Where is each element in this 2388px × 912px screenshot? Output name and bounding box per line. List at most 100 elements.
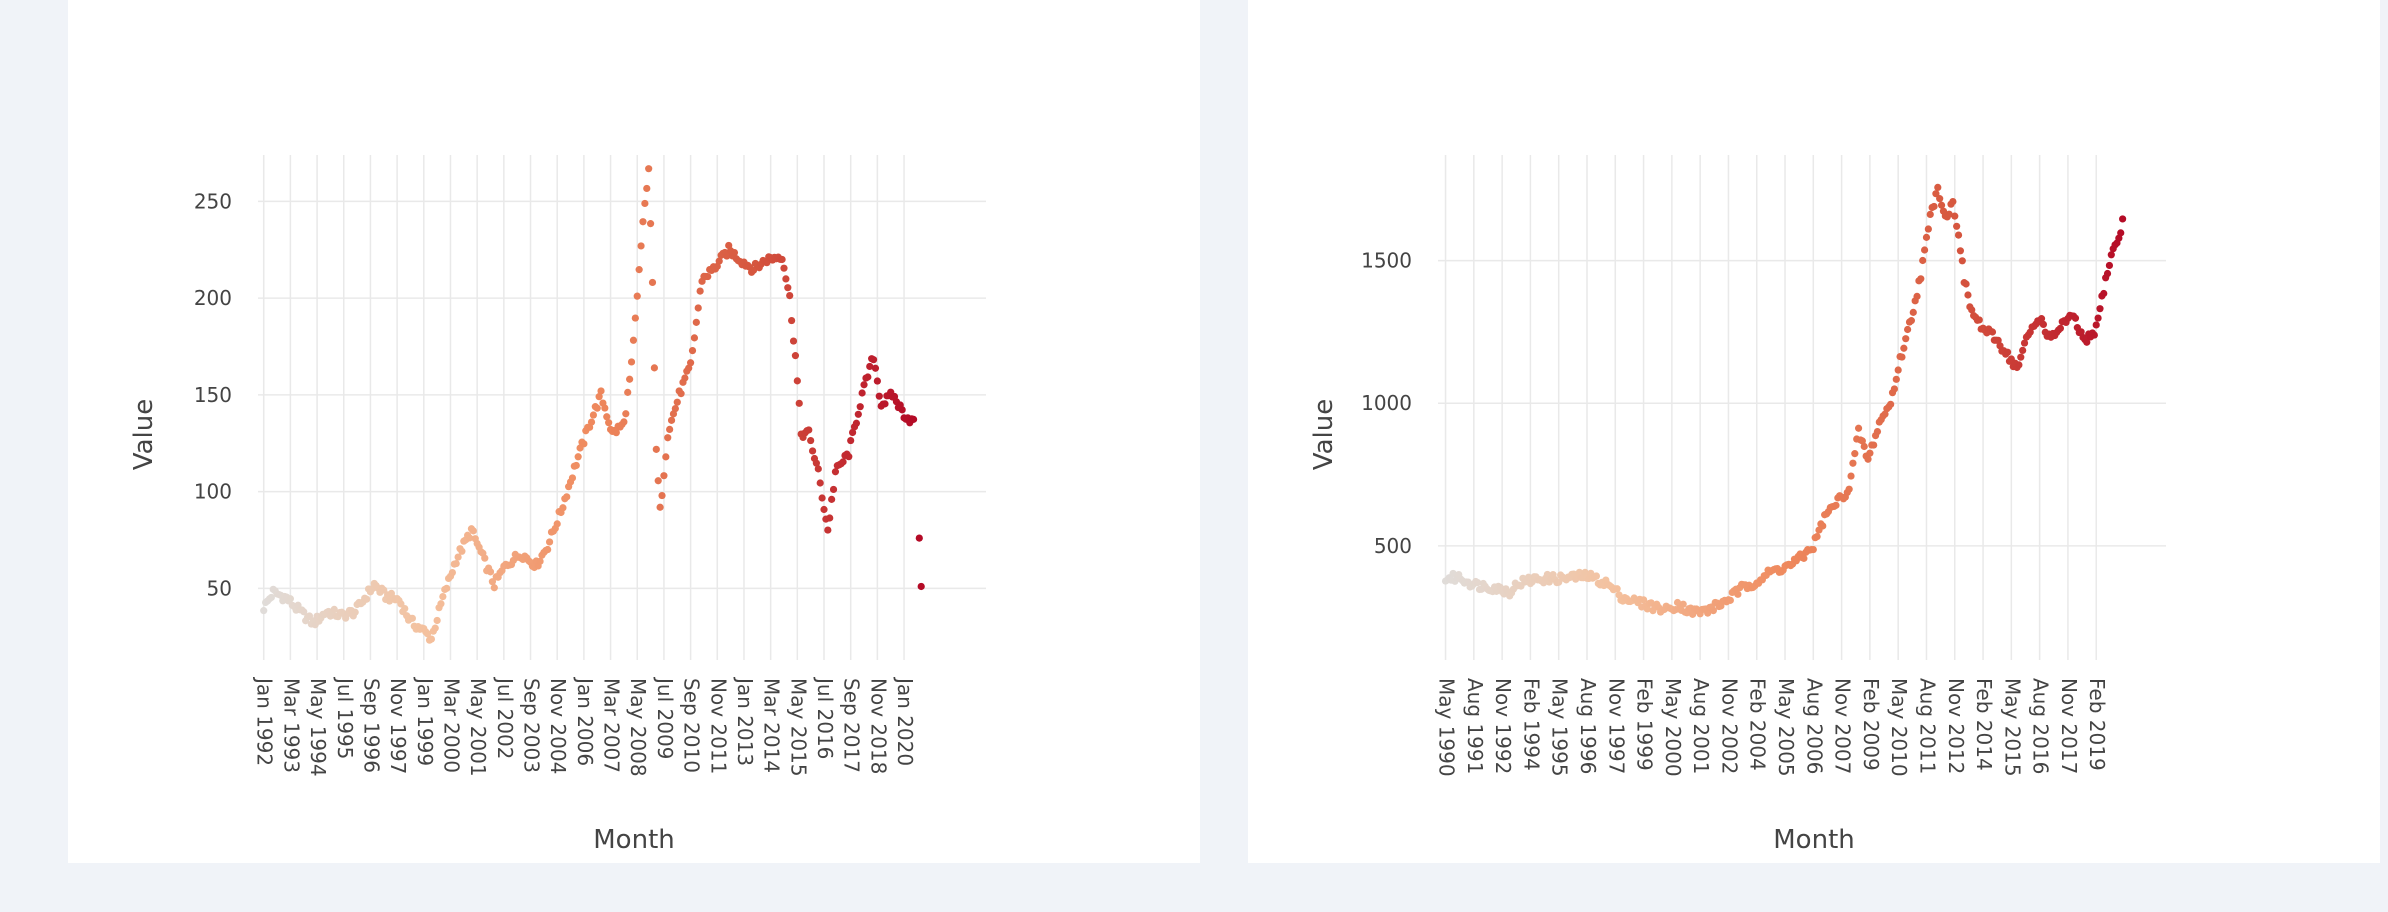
- data-point: [795, 399, 803, 407]
- data-point: [1964, 291, 1972, 299]
- data-point: [1873, 427, 1882, 436]
- data-point: [723, 252, 731, 260]
- data-point: [1937, 201, 1946, 209]
- data-point: [553, 520, 561, 528]
- data-point: [454, 553, 462, 561]
- x-tick-label: Aug 2006: [1802, 678, 1826, 774]
- data-point: [635, 266, 643, 274]
- data-point: [869, 356, 878, 364]
- data-point: [864, 373, 872, 381]
- data-point: [351, 608, 359, 616]
- y-tick-label: 50: [207, 576, 232, 600]
- data-point: [1592, 572, 1601, 580]
- data-point: [660, 472, 668, 480]
- data-point: [2017, 353, 2025, 361]
- x-tick-label: Jan 2006: [573, 676, 597, 766]
- data-point: [2100, 289, 2108, 298]
- data-point: [427, 635, 436, 643]
- data-point: [1864, 455, 1872, 463]
- data-point: [662, 453, 670, 461]
- data-point: [629, 336, 638, 344]
- data-point: [622, 410, 630, 418]
- x-tick-label: Mar 2007: [600, 678, 624, 773]
- data-point: [648, 278, 657, 287]
- data-point: [1639, 596, 1648, 604]
- x-tick-label: Mar 2014: [760, 678, 784, 773]
- data-point: [1851, 450, 1859, 458]
- data-point: [431, 624, 439, 632]
- data-point: [2094, 314, 2102, 322]
- data-point: [2105, 261, 2114, 270]
- x-tick-label: Sep 2003: [520, 678, 544, 773]
- data-point: [1709, 607, 1717, 615]
- x-tick-label: Aug 2001: [1689, 678, 1713, 774]
- data-point: [839, 458, 847, 466]
- y-tick-label: 200: [194, 286, 232, 310]
- data-point: [1613, 585, 1621, 593]
- x-tick-label: Nov 2002: [1717, 678, 1741, 774]
- x-tick-label: Nov 1997: [1604, 678, 1628, 774]
- data-point: [605, 419, 613, 427]
- data-point: [1975, 316, 1983, 324]
- x-tick-label: Nov 2017: [2057, 678, 2081, 774]
- data-point: [1909, 308, 1917, 316]
- data-point: [1917, 275, 1925, 283]
- data-point: [847, 436, 855, 445]
- data-point: [2015, 361, 2023, 369]
- data-point: [2019, 346, 2027, 355]
- y-tick-label: 100: [194, 480, 232, 504]
- data-point: [439, 593, 447, 601]
- data-point: [1945, 210, 1953, 218]
- data-point: [639, 218, 647, 226]
- data-point: [593, 404, 601, 412]
- data-point: [866, 362, 874, 371]
- data-point: [1922, 233, 1931, 241]
- data-point: [791, 352, 800, 360]
- data-point: [452, 559, 460, 568]
- data-point: [646, 220, 655, 228]
- data-point: [587, 418, 596, 426]
- x-tick-label: Feb 2004: [1746, 678, 1770, 771]
- x-tick-label: Nov 2012: [1944, 678, 1968, 774]
- data-point: [2071, 314, 2080, 322]
- data-point: [2003, 348, 2012, 356]
- data-point: [667, 416, 676, 424]
- data-point: [380, 586, 388, 594]
- data-point: [2096, 305, 2104, 313]
- x-tick-label: May 2000: [1661, 678, 1685, 777]
- data-point: [1894, 366, 1902, 374]
- data-point: [536, 557, 544, 565]
- x-tick-label: Mar 2000: [439, 678, 463, 773]
- data-point: [2119, 215, 2127, 223]
- data-point: [1726, 596, 1734, 604]
- x-tick-label: Nov 2018: [866, 678, 890, 774]
- data-point: [1679, 600, 1687, 608]
- data-point: [580, 440, 588, 448]
- data-point: [788, 316, 796, 325]
- y-axis-title: Value: [129, 399, 159, 470]
- data-point: [2117, 229, 2125, 237]
- data-point: [1643, 605, 1651, 613]
- data-point: [2083, 338, 2091, 346]
- data-point: [2090, 331, 2098, 339]
- data-point: [2020, 339, 2029, 347]
- data-point: [626, 375, 634, 383]
- data-point: [1689, 610, 1697, 618]
- data-point: [898, 406, 906, 414]
- data-point: [1813, 533, 1821, 541]
- left-scatter-chart: Jan 1992 Mar 1993 May 1994 Jul 1995 Sep 1996…: [129, 155, 986, 855]
- x-tick-label: May 2005: [1774, 678, 1798, 777]
- data-point: [824, 526, 832, 534]
- data-point: [845, 453, 853, 461]
- data-point: [563, 493, 571, 501]
- data-point: [1832, 501, 1840, 509]
- data-point: [1898, 353, 1906, 361]
- data-point: [694, 304, 702, 312]
- data-point: [363, 595, 371, 603]
- data-point: [848, 428, 857, 437]
- x-tick-label: May 1994: [306, 678, 330, 777]
- data-point: [696, 287, 704, 295]
- data-point: [816, 479, 824, 487]
- data-point: [1958, 257, 1966, 265]
- data-point: [1845, 485, 1853, 493]
